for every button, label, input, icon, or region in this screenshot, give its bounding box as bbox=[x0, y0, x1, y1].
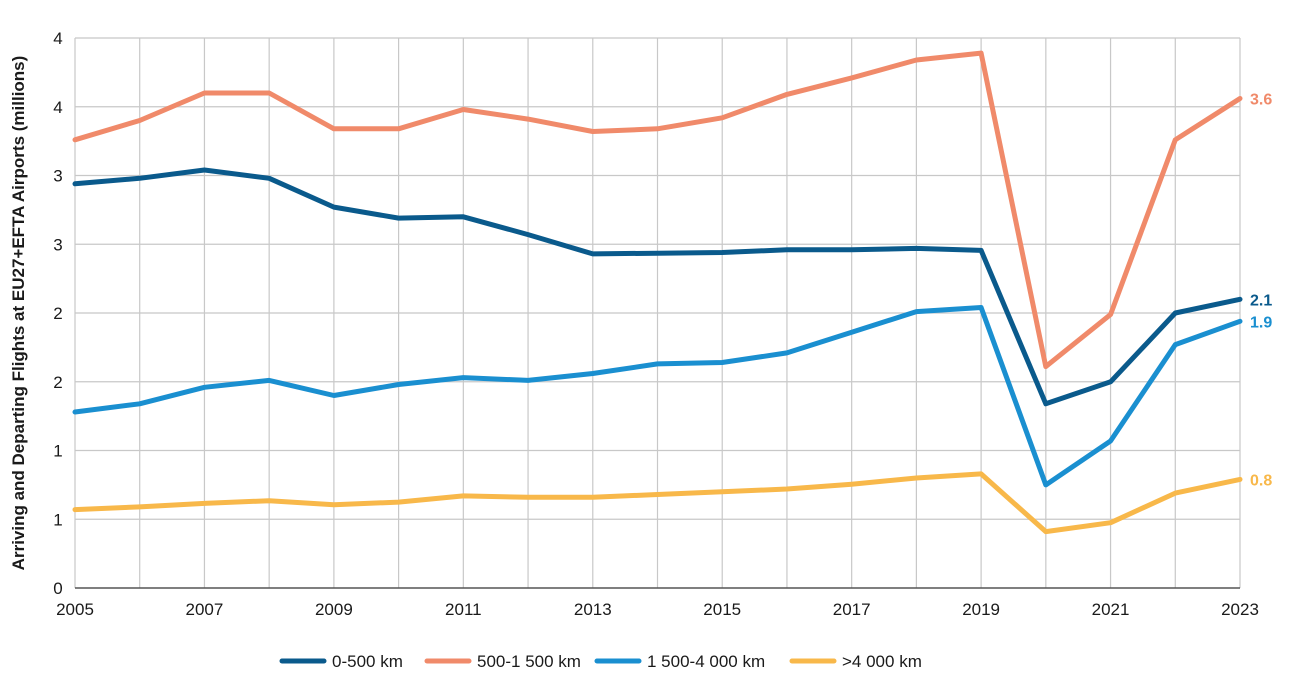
end-value-label: 3.6 bbox=[1250, 92, 1272, 109]
y-tick-label: 3 bbox=[53, 235, 62, 254]
legend-label: 0-500 km bbox=[332, 652, 403, 671]
y-tick-label: 1 bbox=[53, 510, 62, 529]
y-tick-label: 4 bbox=[53, 98, 62, 117]
y-tick-label: 0 bbox=[53, 579, 62, 598]
legend: 0-500 km 500-1 500 km 1 500-4 000 km >4 000… bbox=[279, 652, 922, 671]
legend-label: 500-1 500 km bbox=[477, 652, 581, 671]
y-tick-label: 2 bbox=[53, 373, 62, 392]
gridlines bbox=[74, 37, 1241, 588]
x-tick-label: 2007 bbox=[186, 600, 224, 619]
x-tick-label: 2023 bbox=[1221, 600, 1259, 619]
x-tick-label: 2011 bbox=[445, 600, 482, 619]
end-value-label: 1.9 bbox=[1250, 314, 1272, 331]
x-tick-label: 2013 bbox=[574, 600, 612, 619]
x-tick-label: 2005 bbox=[56, 600, 94, 619]
series-line-3 bbox=[72, 471, 1243, 535]
series-lines bbox=[72, 50, 1243, 535]
x-tick-label: 2009 bbox=[315, 600, 353, 619]
end-value-label: 0.8 bbox=[1250, 472, 1272, 489]
y-axis-title: Arriving and Departing Flights at EU27+E… bbox=[9, 56, 28, 571]
x-tick-label: 2019 bbox=[962, 600, 1000, 619]
y-tick-label: 4 bbox=[53, 29, 62, 48]
y-tick-label: 2 bbox=[53, 304, 62, 323]
y-tick-label: 3 bbox=[53, 167, 62, 186]
x-tick-label: 2015 bbox=[703, 600, 741, 619]
legend-label: 1 500-4 000 km bbox=[647, 652, 765, 671]
legend-label: >4 000 km bbox=[842, 652, 922, 671]
series-line-2 bbox=[72, 305, 1243, 488]
end-labels: 2.1 3.6 1.9 0.8 bbox=[1250, 92, 1272, 490]
axes: 0 1 1 2 2 3 3 4 4 2005 2007 2009 2011 2013 2015 2017 201… bbox=[53, 29, 1259, 619]
series-line-0 bbox=[72, 167, 1243, 407]
series-line-1 bbox=[72, 50, 1243, 370]
x-tick-label: 2021 bbox=[1092, 600, 1130, 619]
end-value-label: 2.1 bbox=[1250, 292, 1272, 309]
x-tick-label: 2017 bbox=[833, 600, 871, 619]
y-tick-label: 1 bbox=[53, 442, 62, 461]
